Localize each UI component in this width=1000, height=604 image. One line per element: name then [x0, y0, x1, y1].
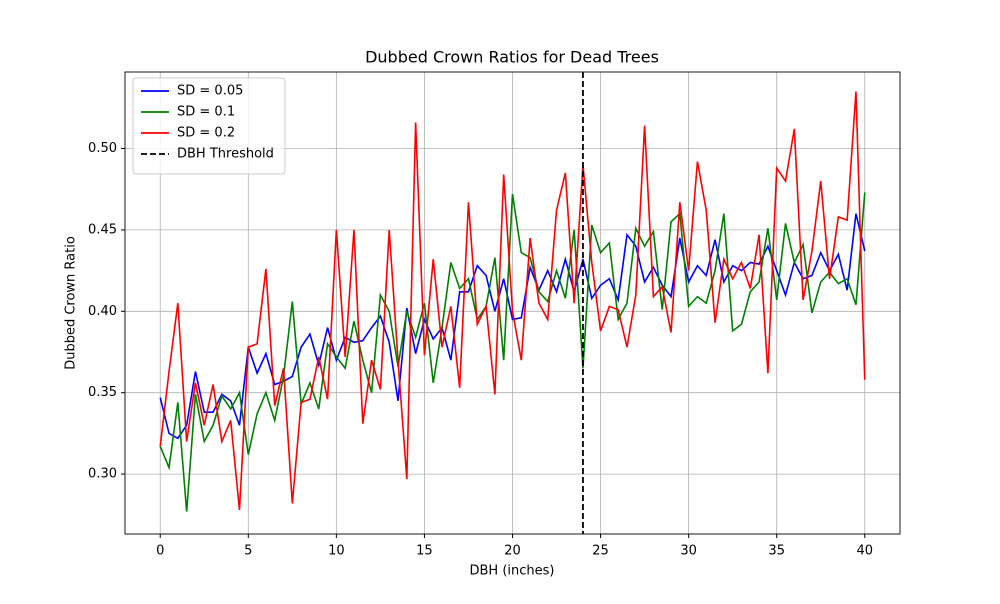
series-line: [159, 192, 866, 512]
y-axis-label: Dubbed Crown Ratio: [64, 236, 79, 370]
x-tick-label: 0: [156, 544, 164, 559]
plot-frame: [124, 71, 901, 535]
x-tick-label: 15: [416, 544, 433, 559]
x-axis-label: DBH (inches): [470, 564, 555, 579]
x-tick-label: 25: [592, 544, 609, 559]
x-tick-label: 20: [504, 544, 521, 559]
y-tick-label: 0.50: [88, 141, 117, 156]
series-line: [159, 213, 866, 440]
x-tick-label: 5: [244, 544, 252, 559]
legend-label: DBH Threshold: [177, 147, 274, 162]
series-line: [159, 91, 866, 510]
y-tick-label: 0.40: [88, 304, 117, 319]
x-tick-label: 40: [856, 544, 873, 559]
x-tick-label: 30: [680, 544, 697, 559]
chart-title: Dubbed Crown Ratios for Dead Trees: [365, 48, 659, 67]
y-tick-label: 0.35: [88, 385, 117, 400]
y-tick-label: 0.45: [88, 222, 117, 237]
legend-label: SD = 0.05: [177, 84, 243, 99]
legend-label: SD = 0.1: [177, 105, 235, 120]
x-tick-label: 10: [328, 544, 345, 559]
legend-label: SD = 0.2: [177, 126, 235, 141]
x-tick-label: 35: [768, 544, 785, 559]
legend-box: [132, 77, 286, 175]
y-tick-label: 0.30: [88, 467, 117, 482]
